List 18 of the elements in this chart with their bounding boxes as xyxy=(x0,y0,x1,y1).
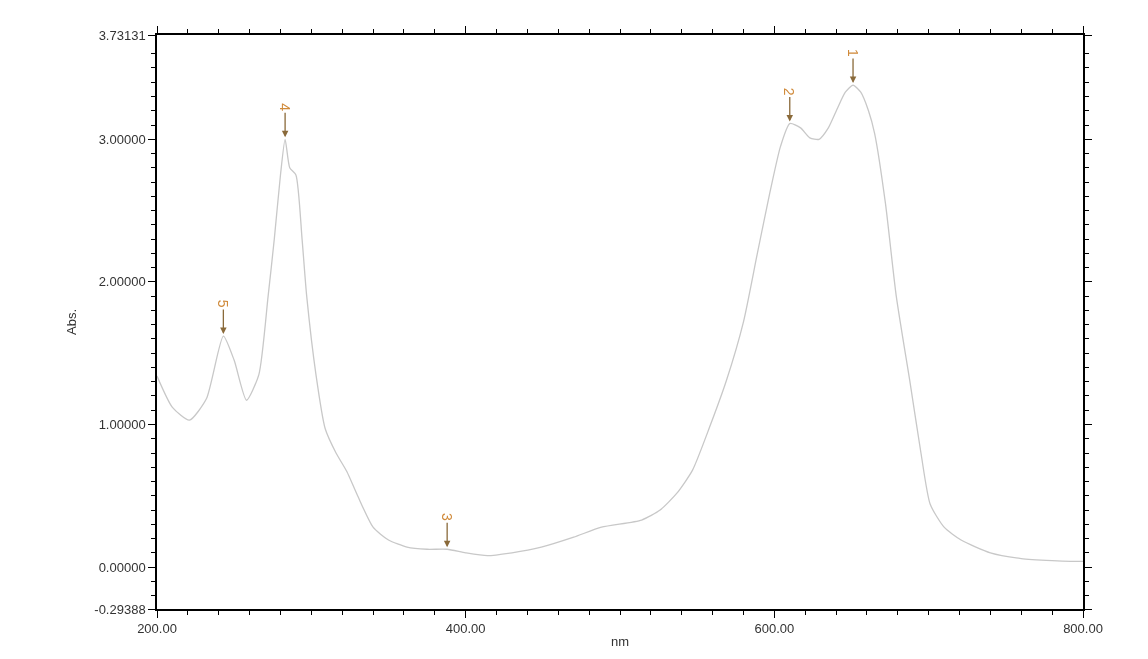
y-tick-label: 3.00000 xyxy=(98,131,146,147)
x-tick-label: 600.00 xyxy=(754,621,795,637)
y-tick-label: 0.00000 xyxy=(98,559,146,575)
annotation: 5 xyxy=(215,299,232,308)
annotation: 1 xyxy=(845,49,862,58)
x-tick-label: 400.00 xyxy=(445,621,486,637)
annotation: 3 xyxy=(439,513,456,522)
x-tick-label: 800.00 xyxy=(1063,621,1103,637)
annotation: 2 xyxy=(781,87,798,96)
y-tick-label: 1.00000 xyxy=(98,417,146,433)
y-tick-label: -0.29388 xyxy=(94,601,146,617)
y-tick-label: 3.73131 xyxy=(98,27,146,43)
y-axis-title: Abs. xyxy=(63,308,79,336)
line-series xyxy=(157,84,1083,563)
annotation: 4 xyxy=(277,103,294,112)
x-axis-title: nm xyxy=(610,634,630,650)
y-tick-label: 2.00000 xyxy=(98,274,146,290)
x-tick-label: 200.00 xyxy=(137,621,177,637)
